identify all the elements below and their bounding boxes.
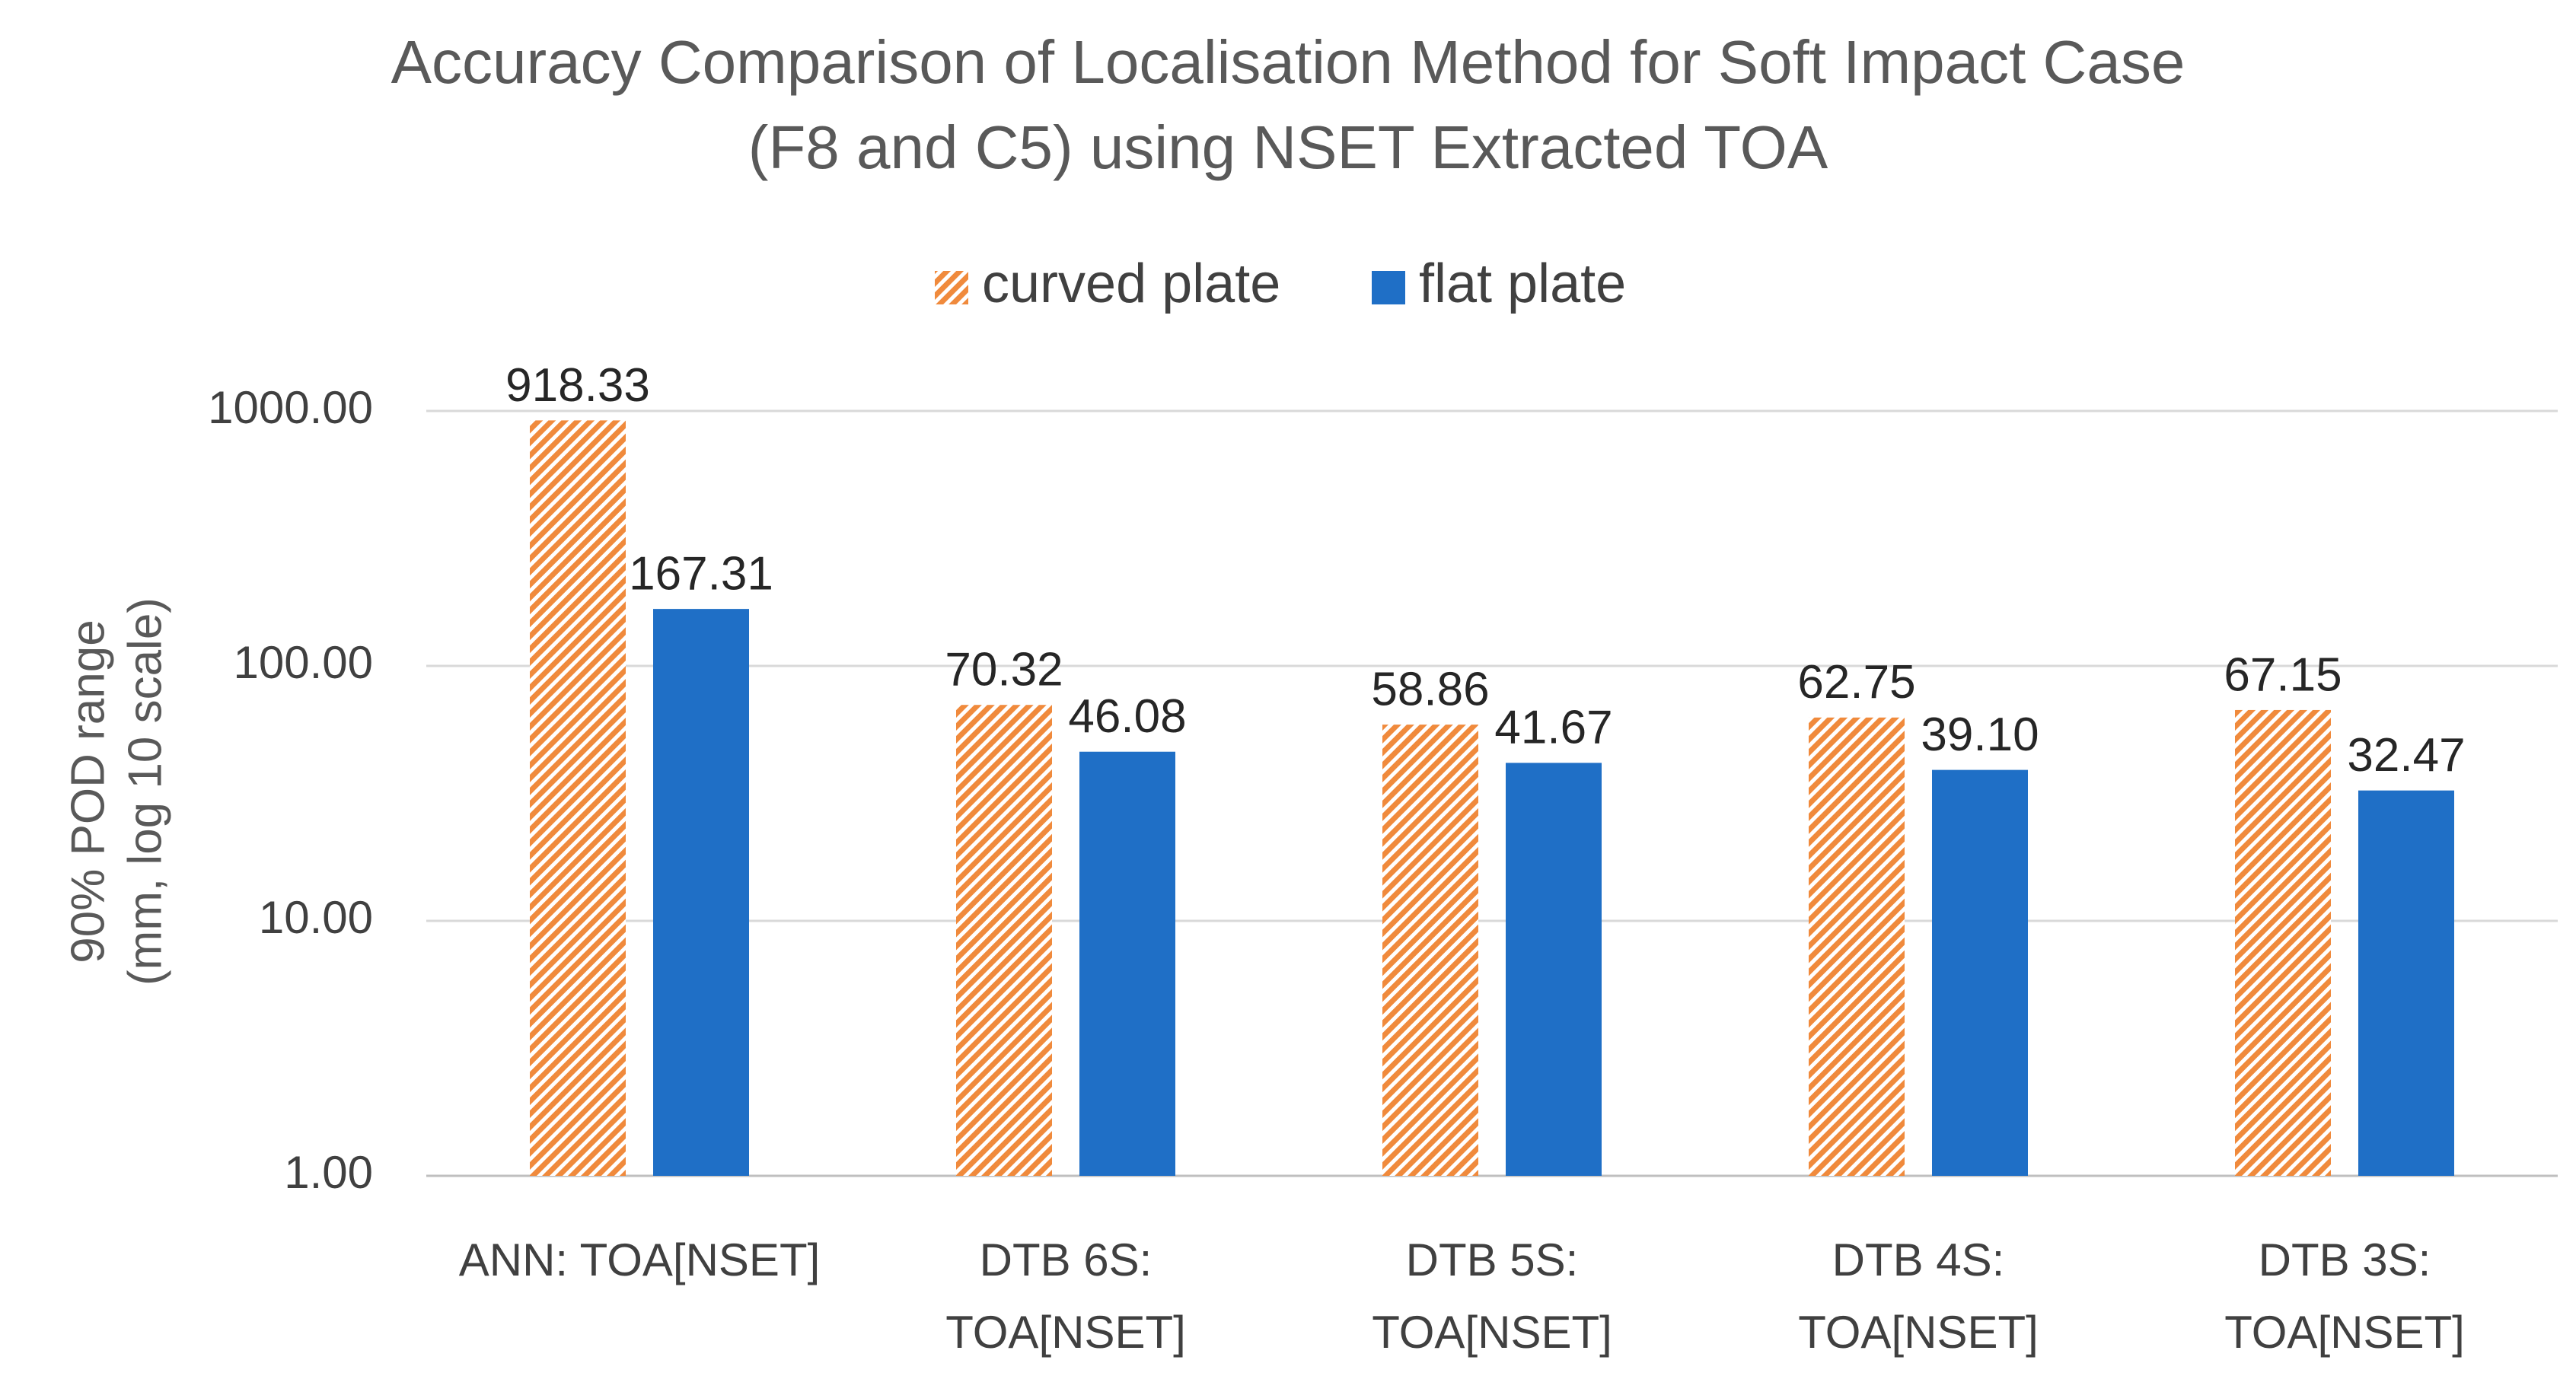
data-label: 70.32 (945, 644, 1063, 696)
x-category-label: DTB 5S: (1406, 1234, 1579, 1285)
data-label: 62.75 (1797, 656, 1915, 709)
y-axis-label-line-2: (mm, log 10 scale) (119, 597, 171, 986)
x-category-label: DTB 6S: (980, 1234, 1153, 1285)
chart-title-line-2: (F8 and C5) using NSET Extracted TOA (748, 113, 1828, 181)
x-category-label: ANN: TOA[NSET] (459, 1234, 821, 1285)
y-axis-ticks: 1.00 10.00 100.00 1000.00 (208, 382, 373, 1198)
legend-swatch-curved-plate (935, 271, 968, 304)
y-axis-label-line-1: 90% POD range (62, 620, 114, 963)
x-category-label: TOA[NSET] (1798, 1307, 2039, 1358)
legend-label-curved-plate: curved plate (982, 253, 1280, 314)
legend-swatch-flat-plate (1372, 271, 1405, 304)
x-category-label: DTB 4S: (1832, 1234, 2005, 1285)
data-label: 167.31 (629, 547, 773, 600)
gridlines (426, 409, 2558, 1177)
y-axis-label: 90% POD range (mm, log 10 scale) (62, 597, 171, 986)
x-category-label: TOA[NSET] (1372, 1307, 1612, 1358)
chart-title: Accuracy Comparison of Localisation Meth… (391, 28, 2185, 181)
data-label: 67.15 (2224, 648, 2342, 701)
x-category-label: TOA[NSET] (945, 1307, 1186, 1358)
legend: curved plate flat plate (935, 253, 1626, 314)
bar-flat-plate (1506, 763, 1602, 1176)
bar-curved-plate (1809, 717, 1905, 1176)
x-axis-categories: ANN: TOA[NSET] DTB 6S: TOA[NSET] DTB 5S: TOA… (459, 1234, 2465, 1358)
data-label: 39.10 (1921, 709, 2039, 761)
bars (530, 420, 2454, 1176)
bar-curved-plate (530, 420, 626, 1176)
data-label: 41.67 (1494, 702, 1612, 754)
bar-flat-plate (653, 609, 749, 1176)
chart-title-line-1: Accuracy Comparison of Localisation Meth… (391, 28, 2185, 96)
bar-flat-plate (2358, 790, 2454, 1176)
y-tick-label: 100.00 (233, 637, 373, 688)
bar-flat-plate (1079, 751, 1175, 1176)
y-tick-label: 1.00 (284, 1147, 373, 1198)
data-label: 32.47 (2347, 729, 2465, 782)
y-tick-label: 10.00 (259, 892, 373, 943)
x-category-label: TOA[NSET] (2224, 1307, 2465, 1358)
y-tick-label: 1000.00 (208, 382, 373, 433)
x-category-label: DTB 3S: (2259, 1234, 2431, 1285)
legend-label-flat-plate: flat plate (1419, 253, 1626, 314)
data-label: 918.33 (505, 359, 650, 412)
data-label: 58.86 (1371, 663, 1489, 715)
bar-curved-plate (1382, 725, 1478, 1176)
data-label: 46.08 (1068, 690, 1186, 743)
bar-curved-plate (956, 705, 1052, 1176)
bar-flat-plate (1932, 769, 2028, 1176)
bar-curved-plate (2235, 709, 2331, 1176)
